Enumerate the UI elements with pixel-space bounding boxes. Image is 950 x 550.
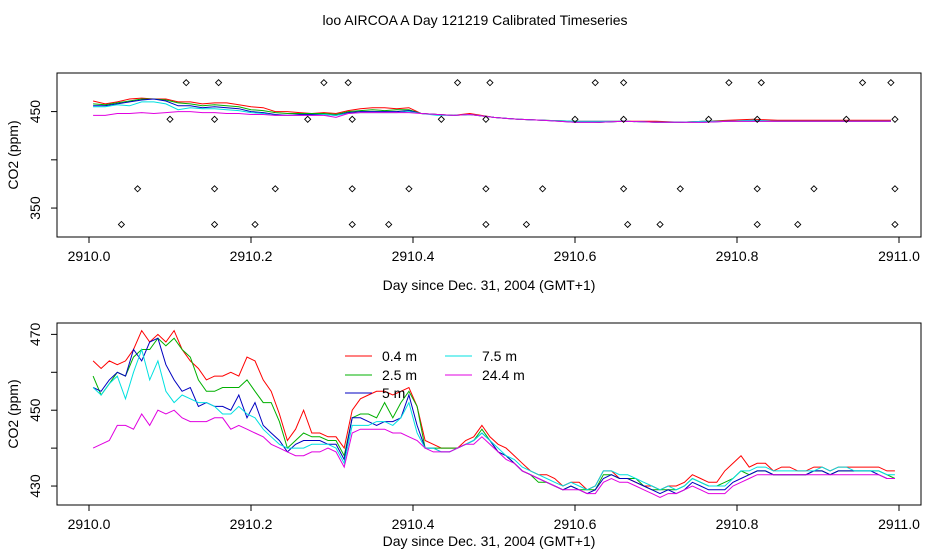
- x-tick-label: 2910.0: [68, 516, 111, 532]
- series-line-7-5-m: [92, 347, 895, 491]
- diamond-point: [619, 115, 628, 123]
- top-plot-box: [56, 72, 922, 238]
- diamond-point: [753, 220, 761, 229]
- diamond-point: [210, 185, 219, 193]
- y-tick-label: 350: [27, 196, 43, 220]
- diamond-point: [482, 220, 490, 229]
- legend-label: 7.5 m: [482, 348, 517, 364]
- diamond-point: [482, 115, 490, 123]
- diamond-point: [753, 185, 761, 193]
- x-tick-label: 2910.2: [230, 248, 273, 264]
- x-tick-label: 2910.6: [554, 248, 597, 264]
- diamond-point: [166, 115, 174, 123]
- diamond-point: [757, 79, 765, 87]
- diamond-point: [117, 220, 126, 229]
- legend: 0.4 m 2.5 m 5 m 7.5 m 24.4 m: [345, 348, 525, 401]
- diamond-point: [214, 79, 223, 87]
- bottom-x-axis-label: Day since Dec. 31, 2004 (GMT+1): [383, 533, 596, 549]
- diamond-point: [794, 220, 802, 229]
- diamond-point: [676, 185, 684, 193]
- diamond-point: [619, 79, 628, 87]
- diamond-point: [210, 220, 219, 229]
- diamond-point: [437, 115, 445, 123]
- series-line-5-m: [92, 337, 895, 495]
- diamond-point: [405, 185, 413, 193]
- diamond-point: [591, 79, 599, 87]
- bottom-x-axis: 2910.0 2910.2 2910.4 2910.6 2910.8 2911.0: [68, 505, 920, 532]
- series-line-24-4-m: [92, 409, 895, 498]
- top-panel: 2910.0 2910.2 2910.4 2910.6 2910.8 2911.0 350…: [5, 72, 922, 293]
- top-y-axis: 350 450: [27, 100, 57, 220]
- diamond-point: [320, 79, 328, 87]
- diamond-point: [133, 185, 142, 193]
- diamond-point: [891, 185, 899, 193]
- bottom-y-axis-label: CO2 (ppm): [5, 379, 21, 448]
- bottom-panel: 2910.0 2910.2 2910.4 2910.6 2910.8 2911.0 430…: [5, 322, 922, 549]
- diamond-point: [210, 115, 219, 123]
- diamond-point: [251, 220, 259, 229]
- x-tick-label: 2910.4: [392, 248, 435, 264]
- diamond-point: [619, 185, 628, 193]
- top-x-axis-label: Day since Dec. 31, 2004 (GMT+1): [383, 277, 596, 293]
- diamond-point: [348, 220, 356, 229]
- diamond-point: [486, 79, 494, 87]
- diamond-point: [705, 115, 713, 123]
- top-series-group: [92, 79, 899, 229]
- x-tick-label: 2910.2: [230, 516, 273, 532]
- bottom-y-axis: 430 450 470: [27, 322, 57, 498]
- diamond-point: [453, 79, 462, 87]
- diamond-point: [891, 115, 899, 123]
- diamond-point: [385, 220, 393, 229]
- diamond-point: [891, 220, 899, 229]
- top-y-axis-label: CO2 (ppm): [5, 120, 21, 189]
- diamond-point: [304, 115, 312, 123]
- top-x-axis: 2910.0 2910.2 2910.4 2910.6 2910.8 2911.0: [68, 237, 920, 264]
- diamond-point: [858, 79, 867, 87]
- diamond-point: [271, 185, 279, 193]
- diamond-point: [656, 220, 664, 229]
- x-tick-label: 2911.0: [878, 248, 920, 264]
- diamond-point: [348, 185, 356, 193]
- bottom-series-group: [92, 329, 896, 498]
- diamond-point: [482, 185, 490, 193]
- diamond-point: [571, 115, 579, 123]
- bottom-plot-box: [56, 322, 922, 506]
- legend-label: 2.5 m: [382, 367, 417, 383]
- x-tick-label: 2910.6: [554, 516, 597, 532]
- diamond-point: [753, 115, 761, 123]
- chart-title: loo AIRCOA A Day 121219 Calibrated Times…: [322, 12, 627, 28]
- diamond-point: [810, 185, 818, 193]
- series-line-0-4-m: [92, 329, 895, 491]
- y-tick-label: 450: [27, 398, 43, 422]
- x-tick-label: 2910.0: [68, 248, 111, 264]
- diamond-point: [624, 220, 632, 229]
- legend-label: 0.4 m: [382, 348, 417, 364]
- legend-label: 5 m: [382, 385, 405, 401]
- diamond-point: [538, 185, 547, 193]
- x-tick-label: 2911.0: [878, 516, 920, 532]
- diamond-point: [842, 115, 850, 123]
- diamond-point: [182, 79, 190, 87]
- diamond-point: [725, 79, 733, 87]
- diamond-point: [522, 220, 531, 229]
- y-tick-label: 470: [27, 322, 43, 346]
- diamond-point: [344, 79, 352, 87]
- x-tick-label: 2910.4: [392, 516, 435, 532]
- diamond-point: [348, 115, 356, 123]
- diamond-point: [887, 79, 895, 87]
- x-tick-label: 2910.8: [716, 248, 759, 264]
- y-tick-label: 430: [27, 474, 43, 498]
- y-tick-label: 450: [27, 100, 43, 124]
- legend-label: 24.4 m: [482, 367, 525, 383]
- x-tick-label: 2910.8: [716, 516, 759, 532]
